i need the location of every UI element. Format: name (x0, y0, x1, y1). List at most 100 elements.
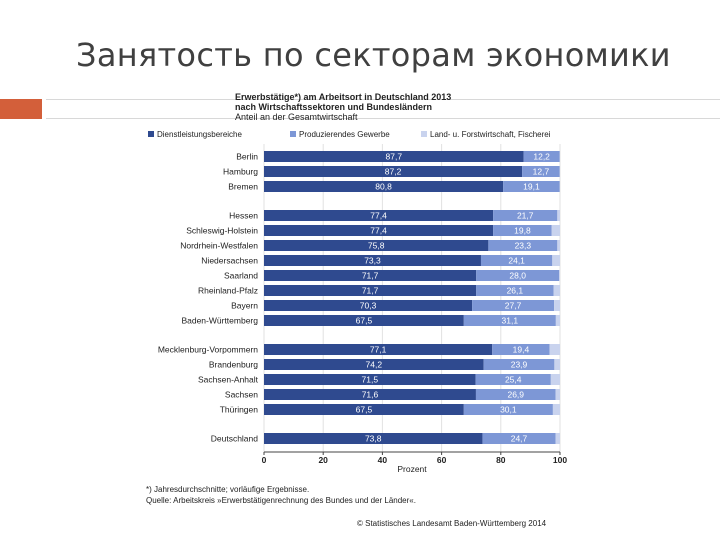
data-label: 21,7 (517, 211, 534, 221)
data-label: 77,4 (370, 226, 387, 236)
category-label: Baden-Württemberg (181, 316, 258, 326)
bar-segment-services (264, 240, 489, 251)
legend-swatch-services (148, 131, 154, 137)
data-label: 75,8 (368, 241, 385, 251)
bar-segment-services (264, 315, 464, 326)
bar-segment-production (522, 166, 560, 177)
bar-segment-services (264, 374, 476, 385)
data-label: 23,3 (515, 241, 532, 251)
chart-plot: Berlin 87,7 12,2 Hamburg 87,2 12,7 Bremen 80,8 1… (158, 144, 567, 474)
x-tick-label: 20 (318, 455, 328, 465)
x-tick-label: 80 (496, 455, 506, 465)
bar-segment-production (475, 374, 551, 385)
data-label: 25,4 (505, 375, 522, 385)
data-label: 67,5 (356, 405, 373, 415)
chart-source: Quelle: Arbeitskreis »Erwerbstätigenrech… (146, 496, 416, 505)
x-tick-label: 0 (262, 455, 267, 465)
category-label: Deutschland (211, 434, 259, 444)
category-label: Schleswig-Holstein (186, 226, 258, 236)
data-label: 19,1 (523, 182, 540, 192)
bar-segment-agriculture (555, 389, 560, 400)
bar-segment-services (264, 225, 494, 236)
chart-subtitle: Anteil an der Gesamtwirtschaft (235, 112, 358, 122)
data-label: 31,1 (502, 316, 519, 326)
bar-segment-services (264, 433, 483, 444)
category-label: Brandenburg (209, 360, 258, 370)
x-axis-label: Prozent (397, 464, 427, 474)
data-label: 71,5 (362, 375, 379, 385)
bar-segment-agriculture (552, 404, 560, 415)
bar-segment-services (264, 389, 476, 400)
chart-footnote: *) Jahresdurchschnitte; vorläufige Ergeb… (146, 485, 310, 494)
data-label: 77,1 (370, 345, 387, 355)
bar-segment-services (264, 151, 524, 162)
data-label: 19,4 (513, 345, 530, 355)
legend-label-services: Dienstleistungsbereiche (157, 130, 242, 139)
bar-segment-production (472, 300, 555, 311)
category-label: Saarland (224, 271, 258, 281)
bar-segment-agriculture (559, 270, 560, 281)
chart-title-line2: nach Wirtschaftssektoren und Bundeslände… (235, 102, 432, 112)
data-label: 67,5 (356, 316, 373, 326)
category-label: Thüringen (220, 405, 259, 415)
data-label: 77,4 (370, 211, 387, 221)
legend-item-production: Produzierendes Gewerbe (290, 130, 390, 139)
bar-segment-production (475, 389, 556, 400)
bar-segment-production (492, 344, 550, 355)
category-label: Rheinland-Pfalz (198, 286, 258, 296)
bar-segment-services (264, 300, 473, 311)
category-label: Bremen (228, 182, 258, 192)
bar-segment-production (476, 270, 560, 281)
bar-segment-production (493, 225, 552, 236)
data-label: 80,8 (375, 182, 392, 192)
bar-segment-services (264, 255, 481, 266)
category-label: Hessen (229, 211, 258, 221)
bar-segment-agriculture (553, 285, 560, 296)
legend-swatch-production (290, 131, 296, 137)
accent-block (0, 99, 42, 119)
bar-segment-production (493, 210, 558, 221)
category-label: Sachsen (225, 390, 258, 400)
x-tick-label: 60 (437, 455, 447, 465)
data-label: 87,2 (385, 167, 402, 177)
slide-title: Занятость по секторам экономики (76, 36, 671, 74)
bar-segment-services (264, 166, 523, 177)
bar-segment-production (523, 151, 560, 162)
bar-segment-services (264, 270, 477, 281)
bar-segment-services (264, 210, 494, 221)
category-label: Berlin (236, 152, 258, 162)
data-label: 27,7 (505, 301, 522, 311)
data-label: 23,9 (511, 360, 528, 370)
chart-title-line1: Erwerbstätige*) am Arbeitsort in Deutsch… (235, 92, 452, 102)
x-tick-label: 40 (378, 455, 388, 465)
data-label: 71,6 (362, 390, 379, 400)
data-label: 71,7 (362, 271, 379, 281)
bar-segment-services (264, 404, 464, 415)
legend-swatch-agriculture (421, 131, 427, 137)
bar-segment-agriculture (554, 300, 560, 311)
data-label: 24,1 (508, 256, 525, 266)
data-label: 73,3 (364, 256, 381, 266)
data-label: 74,2 (366, 360, 383, 370)
bar-segment-agriculture (557, 240, 560, 251)
bar-segment-services (264, 181, 504, 192)
bar-segment-production (488, 240, 558, 251)
category-label: Sachsen-Anhalt (198, 375, 259, 385)
chart: Erwerbstätige*) am Arbeitsort in Deutsch… (140, 92, 580, 532)
category-label: Niedersachsen (201, 256, 258, 266)
bar-segment-production (482, 433, 556, 444)
bar-segment-production (463, 315, 556, 326)
title-rule (46, 99, 720, 119)
data-label: 26,9 (507, 390, 524, 400)
data-label: 30,1 (500, 405, 517, 415)
data-label: 26,1 (507, 286, 524, 296)
data-label: 71,7 (362, 286, 379, 296)
data-label: 12,2 (533, 152, 550, 162)
data-label: 70,3 (360, 301, 377, 311)
data-label: 19,8 (514, 226, 531, 236)
bar-segment-agriculture (550, 374, 560, 385)
chart-credit: © Statistisches Landesamt Baden-Württemb… (357, 519, 547, 528)
bar-segment-agriculture (555, 433, 560, 444)
category-label: Nordrhein-Westfalen (180, 241, 258, 251)
data-label: 28,0 (509, 271, 526, 281)
